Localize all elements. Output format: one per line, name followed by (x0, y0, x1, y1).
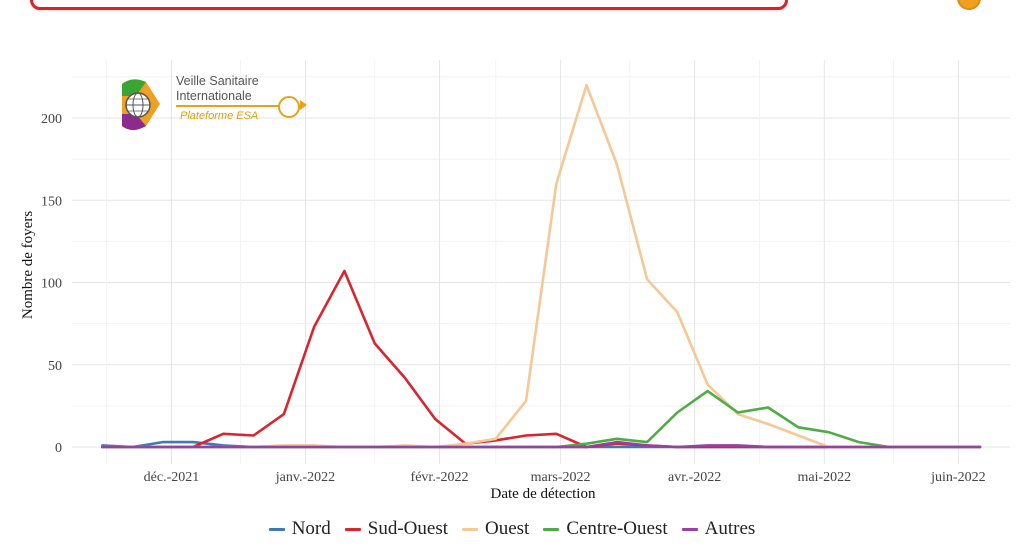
y-tick-label: 100 (41, 277, 62, 292)
series-line-ouest (101, 83, 982, 449)
x-tick-label: déc.-2021 (144, 470, 200, 485)
x-axis-title: Date de détection (491, 486, 596, 502)
x-tick-labels: déc.-2021 janv.-2022 févr.-2022 mars-2022 av… (144, 470, 986, 485)
y-axis-title: Nombre de foyers (20, 211, 36, 319)
legend-label: Ouest (485, 518, 530, 539)
y-tick-label: 200 (41, 112, 62, 127)
legend-label: Autres (704, 518, 756, 539)
legend-label: Sud-Ouest (367, 518, 448, 539)
x-tick-label: févr.-2022 (411, 470, 469, 485)
x-tick-label: juin-2022 (930, 470, 985, 485)
y-tick-label: 50 (48, 359, 62, 374)
legend: Nord Sud-Ouest Ouest Centre-Ouest Autres (0, 515, 1024, 543)
legend-item: Autres (681, 518, 756, 540)
series-lines (101, 83, 982, 449)
x-tick-label: mars-2022 (531, 470, 591, 485)
legend-swatch (268, 527, 285, 531)
legend-item: Ouest (462, 518, 529, 540)
logo-title-line1: Veille Sanitaire (176, 74, 259, 88)
y-tick-labels: 0 50 100 150 200 (41, 112, 62, 456)
x-tick-label: mai-2022 (798, 470, 852, 485)
y-tick-label: 0 (55, 441, 62, 456)
grid (72, 60, 1010, 464)
legend-swatch (681, 527, 698, 531)
globe-logo-icon (122, 79, 160, 130)
legend-item: Sud-Ouest (344, 518, 448, 540)
veille-sanitaire-logo: Veille Sanitaire Internationale Platefor… (116, 74, 316, 138)
x-tick-label: janv.-2022 (275, 470, 335, 485)
x-tick-label: avr.-2022 (668, 470, 721, 485)
legend-item: Nord (268, 518, 331, 540)
logo-title-line2: Internationale (176, 89, 252, 103)
legend-swatch (344, 527, 361, 531)
legend-swatch (543, 527, 560, 531)
eye-icon (278, 96, 300, 118)
logo-rule (176, 105, 302, 107)
y-tick-label: 150 (41, 194, 62, 209)
series-line-centre-ouest (101, 389, 982, 449)
series-line-autres (101, 440, 982, 449)
legend-label: Centre-Ouest (566, 518, 668, 539)
legend-label: Nord (291, 518, 331, 539)
logo-subtitle: Plateforme ESA (180, 110, 259, 122)
legend-swatch (462, 527, 478, 531)
top-banner (30, 0, 788, 10)
legend-item: Centre-Ouest (543, 518, 668, 540)
arrow-icon (300, 100, 307, 110)
